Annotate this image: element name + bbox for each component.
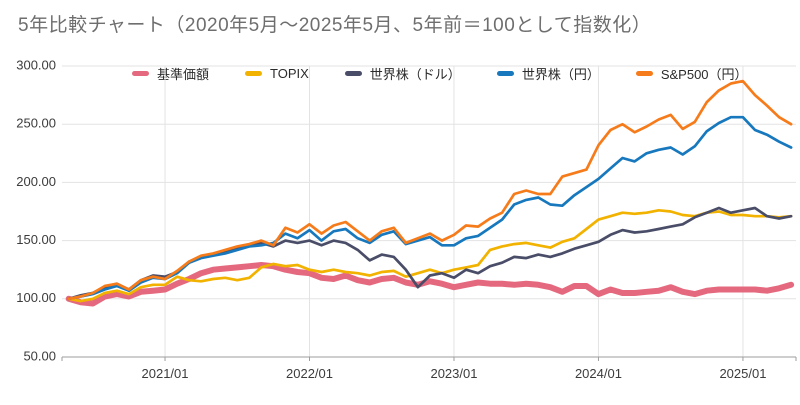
x-axis-label: 2021/01 [142,366,189,381]
y-axis-label: 200.00 [16,174,56,189]
y-axis-label: 50.00 [23,348,56,363]
series-line-S&P500（円）[interactable] [67,79,793,301]
legend-swatch-icon [635,71,653,76]
legend-label: 基準価額 [157,67,210,82]
x-axis-label: 2024/01 [575,366,622,381]
legend-swatch-icon [245,71,263,76]
legend-swatch-icon [132,71,149,76]
y-axis-label: 100.00 [16,290,56,305]
legend-item: S&P500（円） [635,64,748,83]
legend-swatch-icon [344,71,362,76]
legend-item: TOPIX [245,66,309,81]
legend-label: 世界株（円） [521,67,600,82]
legend-label: S&P500（円） [660,67,748,82]
chart-title: 5年比較チャート（2020年5月〜2025年5月、5年前＝100として指数化） [18,15,652,36]
x-axis-label: 2022/01 [286,366,333,381]
chart-legend: 基準価額 TOPIX 世界株（ドル） 世界株（円） S&P500（円） [132,64,748,83]
legend-item: 世界株（ドル） [344,64,461,83]
x-axis-label: 2023/01 [430,366,477,381]
y-axis-label: 150.00 [16,232,56,247]
series-line-TOPIX[interactable] [67,208,793,303]
legend-item: 基準価額 [132,64,209,83]
legend-swatch-icon [496,71,514,76]
y-axis-label: 250.00 [16,116,56,131]
legend-item: 世界株（円） [496,64,600,83]
x-axis-label: 2025/01 [719,366,766,381]
legend-label: 世界株（ドル） [369,67,461,82]
y-axis-label: 300.00 [16,57,56,72]
legend-label: TOPIX [270,66,309,81]
